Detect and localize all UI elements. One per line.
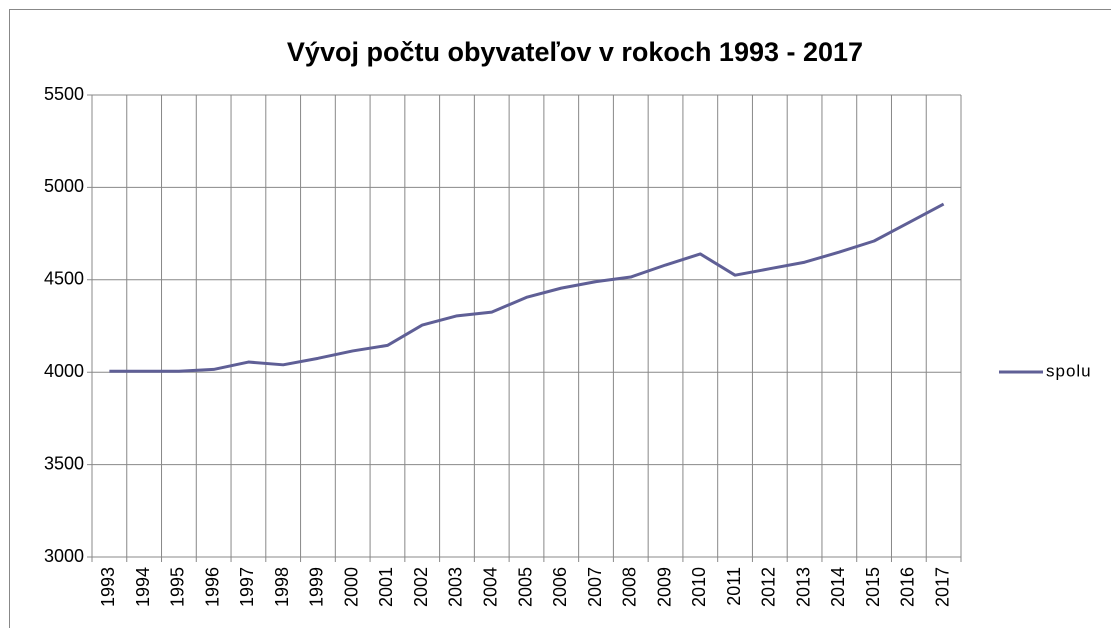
x-tick-label: 2001 <box>376 567 396 607</box>
x-tick-label: 1996 <box>202 567 222 607</box>
x-tick-label: 2017 <box>932 567 952 607</box>
x-tick-label: 2005 <box>515 567 535 607</box>
x-tick-label: 2015 <box>863 567 883 607</box>
x-tick-label: 1993 <box>98 567 118 607</box>
x-tick-label: 1997 <box>237 567 257 607</box>
x-tick-label: 2006 <box>550 567 570 607</box>
x-tick-label: 2004 <box>480 567 500 607</box>
legend-label: spolu <box>1046 361 1092 380</box>
y-tick-label: 3000 <box>44 546 84 566</box>
x-tick-label: 2003 <box>446 567 466 607</box>
x-tick-label: 2011 <box>724 567 744 606</box>
x-tick-label: 2014 <box>828 567 848 607</box>
chart-border <box>10 10 1111 629</box>
y-tick-label: 3500 <box>44 453 84 473</box>
x-tick-label: 2002 <box>411 567 431 607</box>
x-tick-label: 1999 <box>307 567 327 607</box>
x-tick-label: 2010 <box>689 567 709 607</box>
x-tick-label: 2008 <box>620 567 640 607</box>
x-tick-label: 2013 <box>793 567 813 607</box>
x-tick-label: 2009 <box>654 567 674 607</box>
y-tick-label: 5000 <box>44 176 84 196</box>
x-tick-label: 2012 <box>759 567 779 607</box>
chart-title: Vývoj počtu obyvateľov v rokoch 1993 - 2… <box>287 37 863 67</box>
y-tick-label: 4500 <box>44 269 84 289</box>
x-tick-label: 1994 <box>133 567 153 607</box>
y-tick-label: 4000 <box>44 361 84 381</box>
x-tick-label: 1998 <box>272 567 292 607</box>
x-tick-label: 2000 <box>341 567 361 607</box>
x-tick-label: 2016 <box>898 567 918 607</box>
x-tick-label: 1995 <box>168 567 188 607</box>
y-tick-label: 5500 <box>44 84 84 104</box>
x-tick-label: 2007 <box>585 567 605 607</box>
